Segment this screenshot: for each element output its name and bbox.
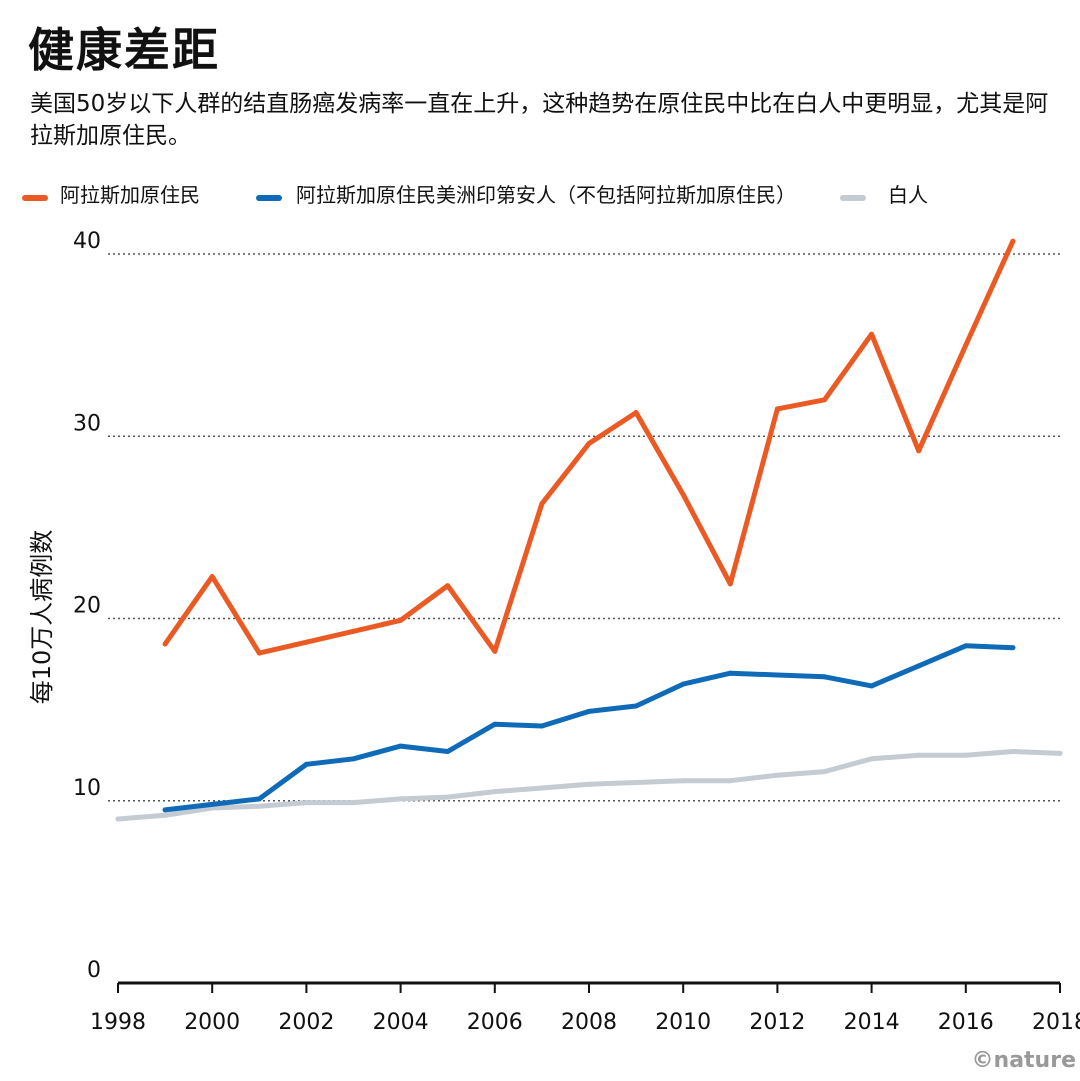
data-point-alaska-native-2002 <box>303 639 309 645</box>
legend-label-alaska-native: 阿拉斯加原住民 <box>60 183 200 207</box>
data-point-american-indian-2007 <box>539 723 545 729</box>
data-point-white-2003 <box>351 800 356 806</box>
data-point-american-indian-2010 <box>680 681 686 687</box>
x-tick-label-2006: 2006 <box>467 1010 523 1035</box>
data-point-white-2007 <box>539 785 545 791</box>
data-point-alaska-native-2000 <box>209 574 215 580</box>
data-point-alaska-native-2013 <box>822 397 827 403</box>
x-tick-label-1998: 1998 <box>90 1010 146 1035</box>
data-point-white-2008 <box>586 781 592 787</box>
data-point-alaska-native-2014 <box>869 331 875 337</box>
legend-swatch-white <box>840 195 866 201</box>
x-tick-label-2008: 2008 <box>561 1010 617 1035</box>
data-point-white-2002 <box>303 800 309 806</box>
chart-subtitle: 美国50岁以下人群的结直肠癌发病率一直在上升，这种趋势在原住民中比在白人中更明显… <box>30 91 1049 149</box>
legend-label-white: 白人 <box>888 183 928 207</box>
data-point-white-2010 <box>680 778 686 784</box>
data-point-white-1998 <box>115 816 121 822</box>
x-tick-label-2010: 2010 <box>655 1010 711 1035</box>
data-point-white-2012 <box>774 772 780 778</box>
data-point-american-indian-2005 <box>445 749 451 755</box>
data-point-alaska-native-2012 <box>774 406 780 412</box>
y-axis-ticks: 0 10 20 30 40 <box>73 229 101 983</box>
data-point-white-2013 <box>822 769 827 775</box>
data-point-american-indian-2013 <box>822 674 827 680</box>
data-point-alaska-native-2007 <box>539 501 545 507</box>
legend-swatch-alaska-native <box>22 195 48 201</box>
data-point-american-indian-2012 <box>774 672 780 678</box>
data-point-american-indian-2004 <box>398 743 404 749</box>
data-point-alaska-native-2008 <box>586 441 592 447</box>
data-point-alaska-native-2015 <box>916 448 922 454</box>
data-point-alaska-native-2006 <box>492 648 498 654</box>
data-point-white-2018 <box>1057 750 1063 756</box>
data-point-alaska-native-2011 <box>727 581 733 587</box>
data-point-american-indian-2001 <box>256 796 262 802</box>
legend-label-american-indian: 阿拉斯加原住民美洲印第安人（不包括阿拉斯加原住民） <box>296 183 796 207</box>
x-tick-label-2012: 2012 <box>749 1010 805 1035</box>
x-tick-label-2004: 2004 <box>373 1010 429 1035</box>
data-point-white-2009 <box>633 780 639 786</box>
y-tick-label-30: 30 <box>73 411 101 436</box>
data-point-alaska-native-1999 <box>162 641 168 647</box>
data-point-white-2015 <box>916 752 922 758</box>
data-point-white-2017 <box>1010 749 1016 755</box>
data-point-white-2006 <box>492 789 498 795</box>
data-point-american-indian-2008 <box>586 708 592 714</box>
x-tick-label-2016: 2016 <box>938 1010 994 1035</box>
y-tick-label-0: 0 <box>87 958 101 983</box>
data-point-alaska-native-2005 <box>445 583 451 589</box>
data-point-american-indian-2000 <box>209 801 215 807</box>
data-point-american-indian-2009 <box>633 703 639 709</box>
data-point-white-2011 <box>727 778 733 784</box>
data-point-alaska-native-2017 <box>1010 238 1016 244</box>
x-tick-label-2014: 2014 <box>844 1010 900 1035</box>
data-point-white-2016 <box>963 752 969 758</box>
y-tick-label-20: 20 <box>73 594 101 619</box>
data-point-alaska-native-2016 <box>963 342 969 348</box>
x-tick-label-2018: 2018 <box>1032 1010 1080 1035</box>
y-axis-label: 每10万人病例数 <box>28 530 56 705</box>
data-point-alaska-native-2010 <box>680 492 686 498</box>
data-point-american-indian-2015 <box>916 663 922 669</box>
series-lines <box>115 238 1063 822</box>
data-point-american-indian-2016 <box>963 643 969 649</box>
data-point-american-indian-2006 <box>492 721 498 727</box>
legend-swatch-american-indian <box>256 195 282 201</box>
x-tick-label-2002: 2002 <box>278 1010 334 1035</box>
y-tick-label-10: 10 <box>73 776 101 801</box>
data-point-white-2005 <box>445 794 451 800</box>
data-point-alaska-native-2009 <box>633 410 639 416</box>
data-point-american-indian-2017 <box>1010 645 1016 651</box>
data-point-alaska-native-2001 <box>256 650 262 656</box>
x-tick-label-2000: 2000 <box>184 1010 240 1035</box>
series-line-alaska-native <box>162 238 1016 656</box>
data-point-american-indian-2002 <box>303 761 309 767</box>
data-point-american-indian-1999 <box>162 807 168 813</box>
data-point-american-indian-2014 <box>869 683 875 689</box>
data-point-alaska-native-2003 <box>351 628 356 634</box>
nature-credit: ©nature <box>971 1048 1076 1073</box>
x-axis: 1998 2000 2002 2004 2006 2008 2010 2012 2014 2016… <box>90 981 1080 1035</box>
data-point-white-2001 <box>256 803 262 809</box>
data-point-white-2014 <box>869 756 875 762</box>
y-tick-label-40: 40 <box>73 229 101 254</box>
data-point-white-2004 <box>398 796 404 802</box>
data-point-white-1999 <box>162 812 168 818</box>
gridlines <box>108 253 1060 802</box>
data-point-alaska-native-2004 <box>398 617 404 623</box>
chart-title: 健康差距 <box>28 23 220 77</box>
data-point-american-indian-2011 <box>727 670 733 676</box>
data-point-american-indian-2003 <box>351 756 356 762</box>
